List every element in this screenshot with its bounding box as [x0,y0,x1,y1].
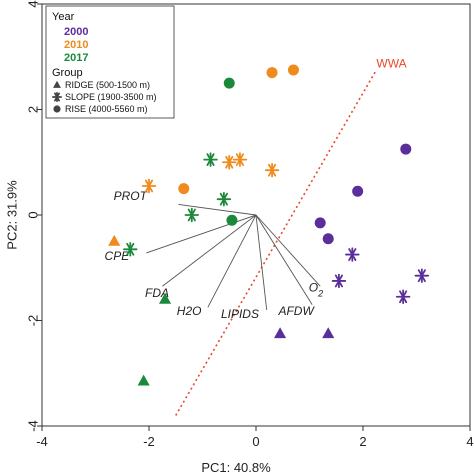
vector-label: LIPIDS [221,307,259,321]
x-tick-label: -2 [143,434,155,449]
y-axis-title: PC2: 31.9% [5,180,20,250]
data-point [223,77,235,89]
loading-vector [162,214,257,287]
data-point [123,242,138,257]
data-point [322,327,335,339]
legend-year-entry: 2017 [64,52,88,64]
legend-group-title: Group [52,67,83,79]
y-tick-label: -2 [26,315,41,327]
data-point [178,183,190,195]
vector-label: CPE [105,249,131,263]
data-point [322,233,334,245]
loading-vector [255,214,268,311]
y-tick-label: 0 [26,211,41,218]
data-point [314,217,326,229]
data-point [264,162,280,178]
x-tick-label: 4 [466,434,473,449]
legend-group-entry: RIDGE (500-1500 m) [65,80,150,90]
y-tick-label: 4 [26,0,41,7]
vector-label: O2 [309,280,323,298]
vector-label: H2O [177,304,202,318]
x-tick-label: 2 [359,434,366,449]
data-point [345,247,360,262]
loading-vector [146,214,257,254]
data-point [184,207,200,223]
data-point [203,152,218,167]
y-tick-label: 2 [26,106,41,113]
loading-vectors: PROT CPE FDA H2O LIPIDS AFDW O2 [105,189,324,321]
y-tick-label: -4 [26,420,41,432]
data-point [352,185,364,197]
loading-vector [255,214,313,305]
legend-year-title: Year [52,11,75,23]
legend-year-entry: 2010 [64,39,88,51]
wwa-label: WWA [376,56,406,70]
loading-vector [178,204,257,216]
data-points [108,64,430,386]
legend-group-entry: SLOPE (1900-3500 m) [65,92,157,102]
data-point [141,178,157,194]
data-point [159,292,172,304]
data-point [414,268,430,283]
data-point [222,155,237,170]
wwa-line-group: WWA [175,56,407,416]
data-point [287,64,299,76]
loading-vector [207,214,257,308]
vector-label: FDA [145,286,169,300]
legend-group-marker [53,105,61,113]
x-axis-title: PC1: 40.8% [201,460,271,474]
data-point [331,273,347,289]
axes: -4 -2 0 2 4 4 2 0 -2 -4 PC1: 40.8% PC2: 31.9% [5,0,474,474]
legend-box [45,5,175,119]
legend-group-marker [51,91,63,103]
x-tick-label: 0 [252,434,259,449]
legend-group-marker [53,80,61,88]
data-point [400,143,412,155]
data-point [266,67,278,79]
data-point [395,289,411,304]
x-tick-label: -4 [36,434,48,449]
data-point [232,152,248,167]
wwa-line [175,69,378,416]
legend-year-entry: 2000 [64,26,88,38]
legend-group-entry: RISE (4000-5560 m) [65,104,148,114]
data-point [274,327,287,339]
data-point [137,374,150,386]
vector-label: PROT [114,189,149,203]
loading-vector [255,214,321,287]
data-point [216,191,232,207]
data-point [108,234,121,246]
vector-label: AFDW [277,304,315,318]
data-point [226,214,238,226]
